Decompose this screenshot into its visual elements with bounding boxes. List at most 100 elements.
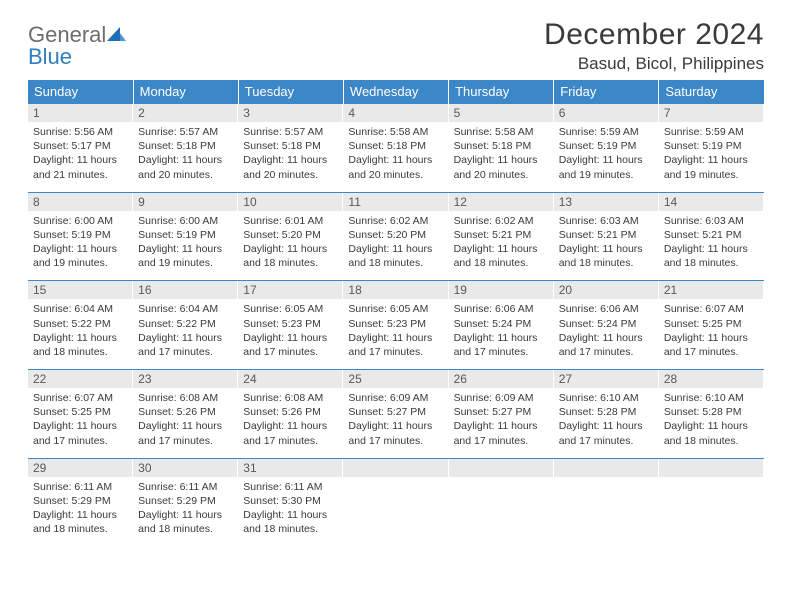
calendar-page: General Blue December 2024 Basud, Bicol,… xyxy=(0,0,792,556)
daylight-line: Daylight: 11 hours and 17 minutes. xyxy=(559,420,643,446)
calendar-day: 23Sunrise: 6:08 AMSunset: 5:26 PMDayligh… xyxy=(133,370,238,459)
sunrise-line: Sunrise: 6:06 AM xyxy=(454,303,534,315)
sail-icon xyxy=(107,24,127,46)
day-number: 25 xyxy=(343,370,448,388)
day-body: Sunrise: 6:08 AMSunset: 5:26 PMDaylight:… xyxy=(238,388,343,458)
sunset-line: Sunset: 5:27 PM xyxy=(454,406,532,418)
calendar-day-empty xyxy=(343,458,448,546)
day-body: Sunrise: 6:02 AMSunset: 5:21 PMDaylight:… xyxy=(449,211,554,281)
day-body xyxy=(449,477,554,525)
day-number: 19 xyxy=(449,281,554,299)
calendar-day: 12Sunrise: 6:02 AMSunset: 5:21 PMDayligh… xyxy=(449,192,554,281)
sunset-line: Sunset: 5:19 PM xyxy=(559,140,637,152)
day-body: Sunrise: 6:05 AMSunset: 5:23 PMDaylight:… xyxy=(343,299,448,369)
day-number: 2 xyxy=(133,104,238,122)
sunset-line: Sunset: 5:20 PM xyxy=(243,229,321,241)
daylight-line: Daylight: 11 hours and 18 minutes. xyxy=(454,243,538,269)
sunset-line: Sunset: 5:18 PM xyxy=(348,140,426,152)
daylight-line: Daylight: 11 hours and 19 minutes. xyxy=(664,154,748,180)
calendar-day: 19Sunrise: 6:06 AMSunset: 5:24 PMDayligh… xyxy=(449,281,554,370)
sunrise-line: Sunrise: 5:57 AM xyxy=(243,126,323,138)
sunrise-line: Sunrise: 6:08 AM xyxy=(243,392,323,404)
calendar-week: 29Sunrise: 6:11 AMSunset: 5:29 PMDayligh… xyxy=(28,458,764,546)
day-number: 11 xyxy=(343,193,448,211)
sunset-line: Sunset: 5:18 PM xyxy=(454,140,532,152)
calendar-day: 3 Sunrise: 5:57 AM Sunset: 5:18 PM Daylight… xyxy=(238,104,343,192)
day-body: Sunrise: 6:06 AMSunset: 5:24 PMDaylight:… xyxy=(554,299,659,369)
day-number: 26 xyxy=(449,370,554,388)
calendar-day: 16Sunrise: 6:04 AMSunset: 5:22 PMDayligh… xyxy=(133,281,238,370)
calendar-day: 10Sunrise: 6:01 AMSunset: 5:20 PMDayligh… xyxy=(238,192,343,281)
sunset-line: Sunset: 5:24 PM xyxy=(454,318,532,330)
sunrise-line: Sunrise: 6:09 AM xyxy=(348,392,428,404)
daylight-line: Daylight: 11 hours and 19 minutes. xyxy=(138,243,222,269)
calendar-day: 5Sunrise: 5:58 AMSunset: 5:18 PMDaylight… xyxy=(449,104,554,192)
sunset-line: Sunset: 5:28 PM xyxy=(664,406,742,418)
day-number: 31 xyxy=(238,459,343,477)
daylight-line: Daylight: 11 hours and 20 minutes. xyxy=(348,154,432,180)
day-number: 3 xyxy=(238,104,343,122)
sunset-line: Sunset: 5:28 PM xyxy=(559,406,637,418)
sunset-line: Sunset: 5:18 PM xyxy=(243,140,321,152)
day-body xyxy=(554,477,659,525)
sunrise-line: Sunrise: 6:10 AM xyxy=(664,392,744,404)
sunrise-line: Sunrise: 6:04 AM xyxy=(138,303,218,315)
daylight-line: Daylight: 11 hours and 18 minutes. xyxy=(664,243,748,269)
sunrise-line: Sunrise: 5:58 AM xyxy=(348,126,428,138)
day-body: Sunrise: 6:09 AMSunset: 5:27 PMDaylight:… xyxy=(343,388,448,458)
calendar-day: 31Sunrise: 6:11 AMSunset: 5:30 PMDayligh… xyxy=(238,458,343,546)
brand-logo: General Blue xyxy=(28,18,127,68)
day-body: Sunrise: 6:02 AMSunset: 5:20 PMDaylight:… xyxy=(343,211,448,281)
calendar-day: 25Sunrise: 6:09 AMSunset: 5:27 PMDayligh… xyxy=(343,370,448,459)
day-number: 27 xyxy=(554,370,659,388)
calendar-day: 28 Sunrise: 6:10 AM Sunset: 5:28 PM Dayligh… xyxy=(659,370,764,459)
daylight-line: Daylight: 11 hours and 20 minutes. xyxy=(243,154,327,180)
daylight-line: Daylight: 11 hours and 18 minutes. xyxy=(664,420,748,446)
day-body: Sunrise: 6:11 AMSunset: 5:29 PMDaylight:… xyxy=(28,477,133,547)
day-body: Sunrise: 5:58 AM Sunset: 5:18 PM Daylight:… xyxy=(343,122,448,192)
sunrise-line: Sunrise: 6:05 AM xyxy=(243,303,323,315)
day-number: 5 xyxy=(449,104,554,122)
calendar-table: SundayMondayTuesdayWednesdayThursdayFrid… xyxy=(28,80,764,546)
weekday-header: Sunday xyxy=(28,80,133,104)
daylight-line: Daylight: 11 hours and 18 minutes. xyxy=(33,332,117,358)
calendar-day: 29Sunrise: 6:11 AMSunset: 5:29 PMDayligh… xyxy=(28,458,133,546)
day-body: Sunrise: 6:03 AMSunset: 5:21 PMDaylight:… xyxy=(659,211,764,281)
calendar-day: 30Sunrise: 6:11 AMSunset: 5:29 PMDayligh… xyxy=(133,458,238,546)
sunset-line: Sunset: 5:26 PM xyxy=(138,406,216,418)
sunrise-line: Sunrise: 6:07 AM xyxy=(664,303,744,315)
calendar-day-empty xyxy=(449,458,554,546)
weekday-row: SundayMondayTuesdayWednesdayThursdayFrid… xyxy=(28,80,764,104)
daylight-line: Daylight: 11 hours and 17 minutes. xyxy=(454,420,538,446)
day-number: 6 xyxy=(554,104,659,122)
sunset-line: Sunset: 5:30 PM xyxy=(243,495,321,507)
day-number: 18 xyxy=(343,281,448,299)
sunset-line: Sunset: 5:21 PM xyxy=(559,229,637,241)
calendar-day: 15Sunrise: 6:04 AMSunset: 5:22 PMDayligh… xyxy=(28,281,133,370)
day-body xyxy=(343,477,448,525)
daylight-line: Daylight: 11 hours and 17 minutes. xyxy=(664,332,748,358)
daylight-line: Daylight: 11 hours and 17 minutes. xyxy=(33,420,117,446)
day-number xyxy=(554,459,659,477)
calendar-day: 24Sunrise: 6:08 AMSunset: 5:26 PMDayligh… xyxy=(238,370,343,459)
calendar-day: 11Sunrise: 6:02 AMSunset: 5:20 PMDayligh… xyxy=(343,192,448,281)
day-body: Sunrise: 6:05 AMSunset: 5:23 PMDaylight:… xyxy=(238,299,343,369)
sunrise-line: Sunrise: 6:00 AM xyxy=(138,215,218,227)
sunrise-line: Sunrise: 6:08 AM xyxy=(138,392,218,404)
daylight-line: Daylight: 11 hours and 18 minutes. xyxy=(138,509,222,535)
day-body: Sunrise: 6:01 AMSunset: 5:20 PMDaylight:… xyxy=(238,211,343,281)
day-body: Sunrise: 6:10 AMSunset: 5:28 PMDaylight:… xyxy=(554,388,659,458)
day-body: Sunrise: 5:59 AMSunset: 5:19 PMDaylight:… xyxy=(554,122,659,192)
daylight-line: Daylight: 11 hours and 18 minutes. xyxy=(243,509,327,535)
day-number: 1 xyxy=(28,104,133,122)
sunset-line: Sunset: 5:29 PM xyxy=(33,495,111,507)
day-body: Sunrise: 6:07 AMSunset: 5:25 PMDaylight:… xyxy=(659,299,764,369)
day-number: 14 xyxy=(659,193,764,211)
day-number: 28 xyxy=(659,370,764,388)
day-body: Sunrise: 6:04 AMSunset: 5:22 PMDaylight:… xyxy=(133,299,238,369)
daylight-line: Daylight: 11 hours and 20 minutes. xyxy=(138,154,222,180)
month-title: December 2024 xyxy=(544,18,764,52)
calendar-day: 6Sunrise: 5:59 AMSunset: 5:19 PMDaylight… xyxy=(554,104,659,192)
calendar-day: 26Sunrise: 6:09 AMSunset: 5:27 PMDayligh… xyxy=(449,370,554,459)
day-number: 13 xyxy=(554,193,659,211)
